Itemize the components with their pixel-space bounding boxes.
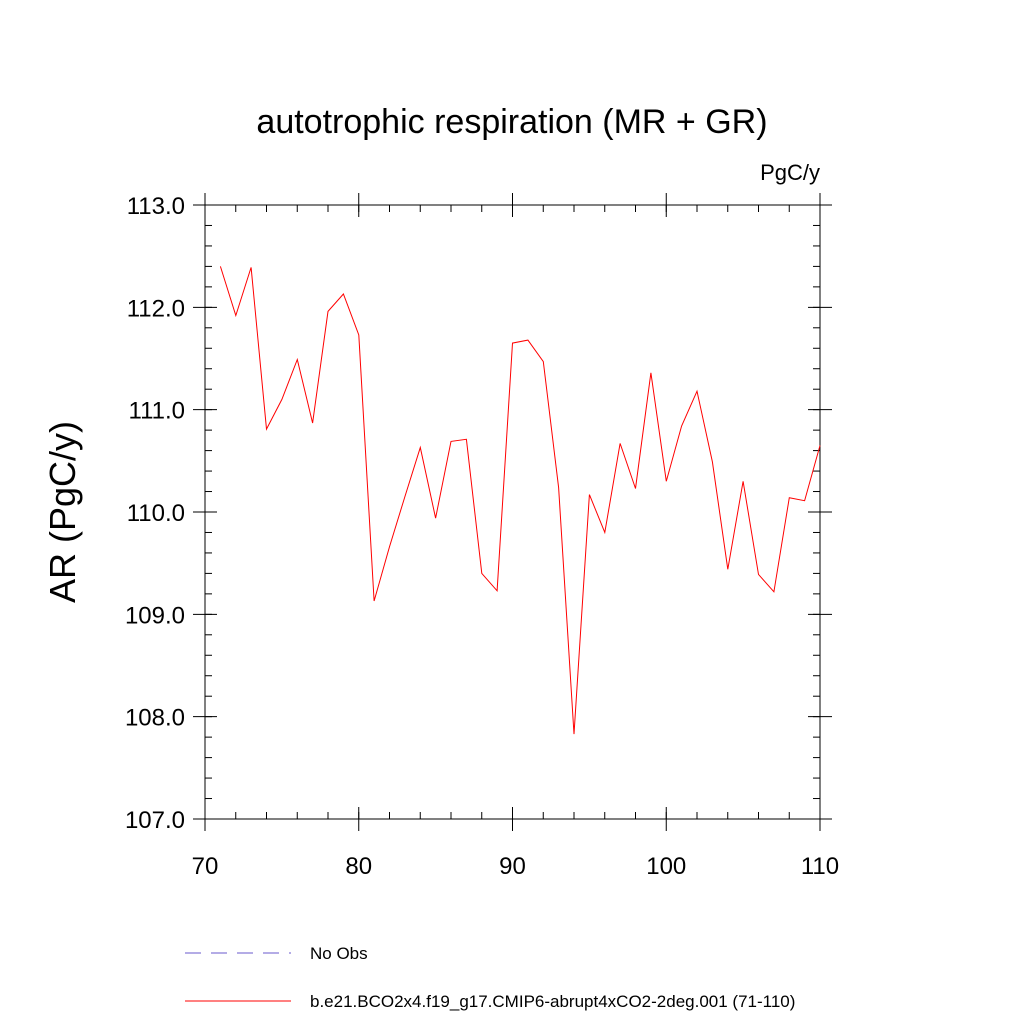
plot-frame [204,204,821,820]
axis-ticks [193,193,832,831]
legend-label: b.e21.BCO2x4.f19_g17.CMIP6-abrupt4xCO2-2… [310,992,795,1011]
x-tick-label: 90 [499,853,526,880]
y-tick-label: 110.0 [127,500,185,527]
units-label: PgC/y [760,160,820,185]
legend: No Obs b.e21.BCO2x4.f19_g17.CMIP6-abrupt4… [185,944,795,1011]
y-tick-label: 113.0 [127,193,185,220]
y-axis-label: AR (PgC/y) [42,421,83,603]
series-line [219,266,821,735]
axis-tick-labels: 107.0 108.0 109.0 110.0 111.0 112.0 113.0 70 80 9… [125,193,839,880]
chart-title: autotrophic respiration (MR + GR) [256,103,767,141]
x-tick-label: 70 [192,853,219,880]
y-tick-label: 111.0 [129,398,186,425]
y-tick-label: 109.0 [125,602,185,629]
x-tick-label: 80 [345,853,372,880]
series-layer [219,266,821,735]
legend-label: No Obs [310,944,368,963]
y-tick-label: 112.0 [127,295,185,322]
y-tick-label: 108.0 [125,705,185,732]
x-tick-label: 110 [801,853,839,880]
x-tick-label: 100 [646,853,686,880]
y-tick-label: 107.0 [125,807,185,834]
